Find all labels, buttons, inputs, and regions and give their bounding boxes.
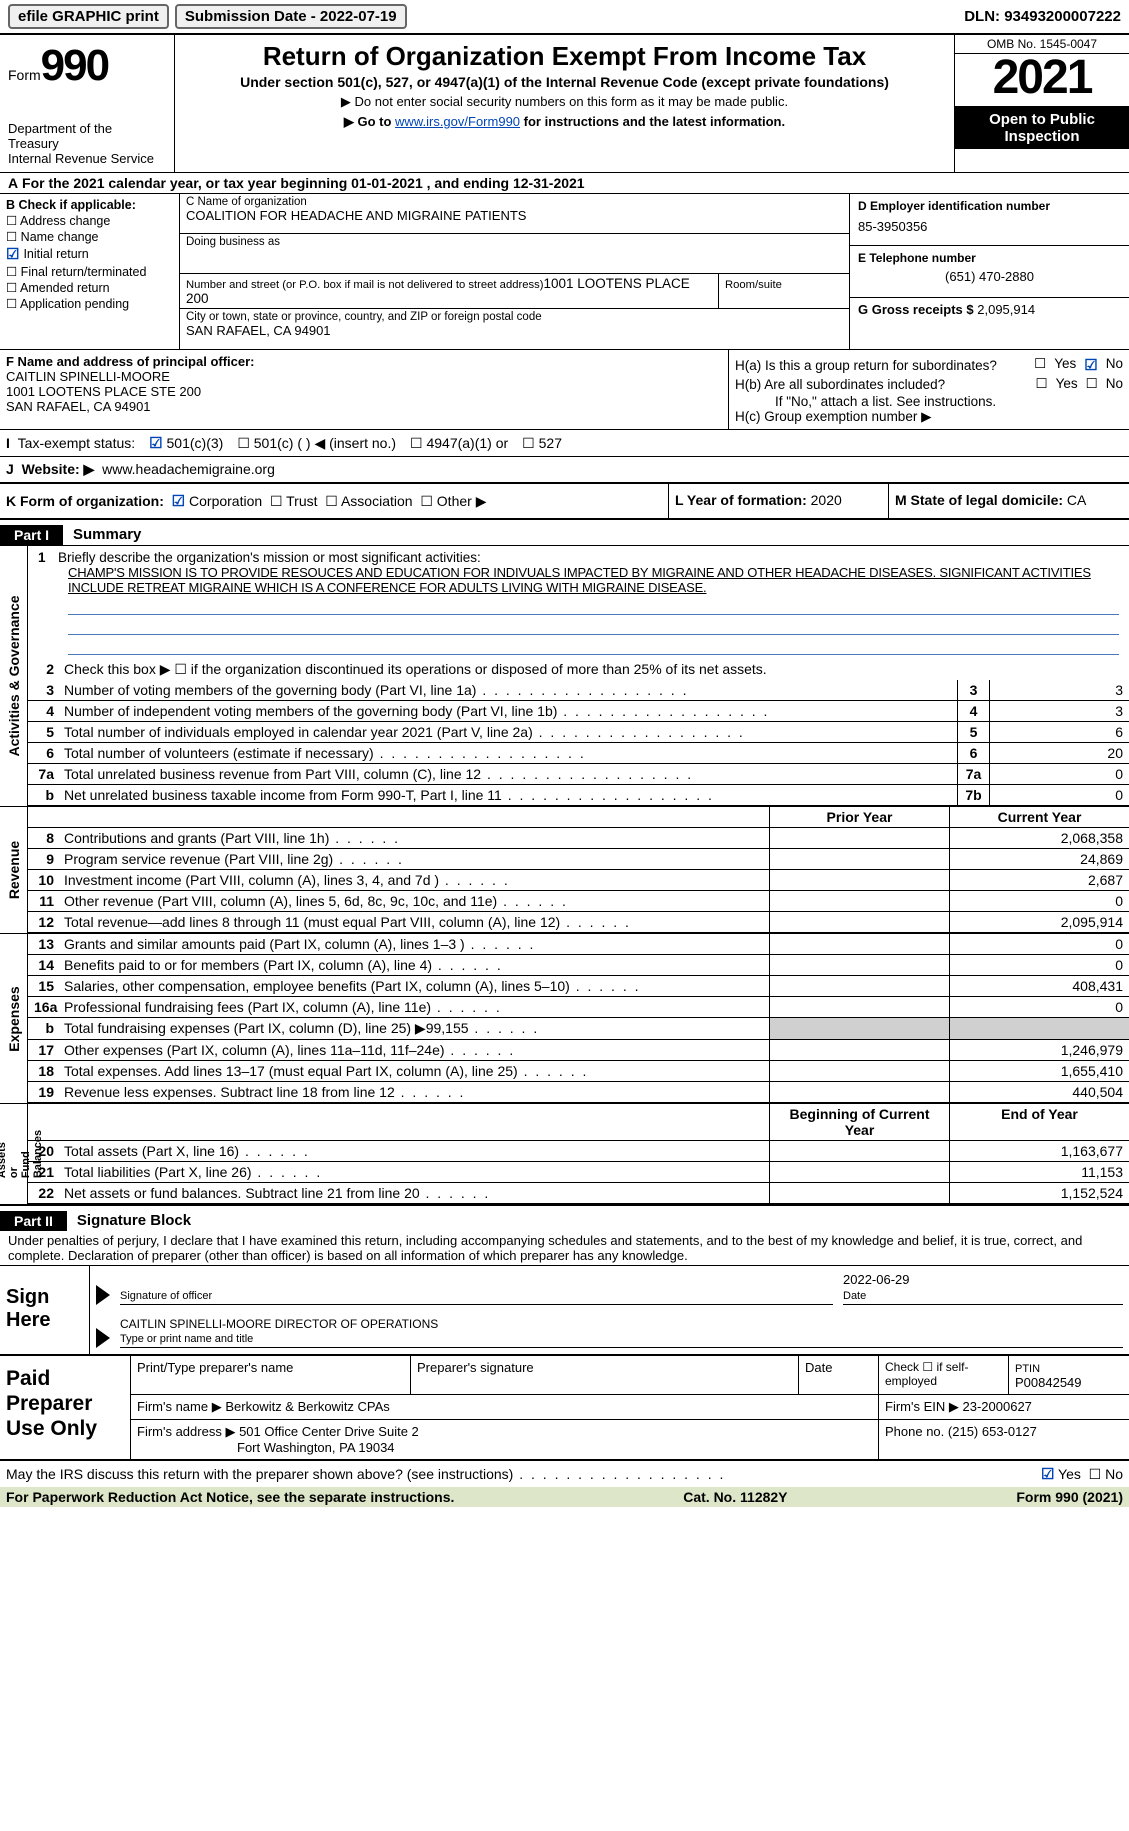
city-state-zip: SAN RAFAEL, CA 94901 xyxy=(186,323,331,338)
tax-year-row: A For the 2021 calendar year, or tax yea… xyxy=(0,173,1129,194)
form-prefix: Form xyxy=(8,67,41,83)
efile-button[interactable]: efile GRAPHIC print xyxy=(8,4,169,29)
section-c: C Name of organizationCOALITION FOR HEAD… xyxy=(180,194,849,349)
klm-row: K Form of organization: ☑ Corporation ☐ … xyxy=(0,484,1129,520)
department: Department of the Treasury Internal Reve… xyxy=(8,121,166,166)
instruction-1: ▶ Do not enter social security numbers o… xyxy=(187,94,942,110)
expenses-section: Expenses 13Grants and similar amounts pa… xyxy=(0,933,1129,1103)
subtitle: Under section 501(c), 527, or 4947(a)(1)… xyxy=(187,74,942,90)
netassets-section: Net Assets or Fund Balances Beginning of… xyxy=(0,1103,1129,1206)
dln: DLN: 93493200007222 xyxy=(964,8,1121,25)
irs-link[interactable]: www.irs.gov/Form990 xyxy=(395,114,520,129)
form-header: Form990 Department of the Treasury Inter… xyxy=(0,33,1129,173)
part1-header: Part I Summary xyxy=(0,524,1129,545)
form-number: 990 xyxy=(41,41,108,90)
submission-date: Submission Date - 2022-07-19 xyxy=(175,4,407,29)
discuss-row: May the IRS discuss this return with the… xyxy=(0,1461,1129,1487)
tax-year: 2021 xyxy=(955,54,1129,107)
ein: 85-3950356 xyxy=(858,219,1121,234)
gross-receipts: 2,095,914 xyxy=(977,302,1035,317)
arrow-icon xyxy=(96,1328,110,1348)
activities-section: Activities & Governance 1Briefly describ… xyxy=(0,545,1129,806)
top-bar: efile GRAPHIC print Submission Date - 20… xyxy=(0,0,1129,33)
preparer-block: Paid Preparer Use Only Print/Type prepar… xyxy=(0,1354,1129,1461)
instruction-2: ▶ Go to www.irs.gov/Form990 for instruct… xyxy=(187,114,942,130)
tax-exempt-row: I Tax-exempt status: ☑ 501(c)(3) ☐ 501(c… xyxy=(0,430,1129,457)
section-bcd: B Check if applicable: ☐ Address change☐… xyxy=(0,194,1129,350)
main-title: Return of Organization Exempt From Incom… xyxy=(187,41,942,72)
org-name: COALITION FOR HEADACHE AND MIGRAINE PATI… xyxy=(186,208,526,223)
officer-name: CAITLIN SPINELLI-MOORE xyxy=(6,369,170,384)
paperwork-footer: For Paperwork Reduction Act Notice, see … xyxy=(0,1487,1129,1507)
open-to-public: Open to Public Inspection xyxy=(955,107,1129,149)
signature-block: Sign Here Signature of officer 2022-06-2… xyxy=(0,1265,1129,1354)
arrow-icon xyxy=(96,1285,110,1305)
penalty-text: Under penalties of perjury, I declare th… xyxy=(0,1231,1129,1265)
section-fh: F Name and address of principal officer:… xyxy=(0,350,1129,430)
section-b: B Check if applicable: ☐ Address change☐… xyxy=(0,194,180,349)
part2-header: Part II Signature Block xyxy=(0,1210,1129,1231)
revenue-section: Revenue Prior YearCurrent Year 8Contribu… xyxy=(0,806,1129,933)
mission-text: CHAMP'S MISSION IS TO PROVIDE RESOUCES A… xyxy=(68,565,1119,595)
phone: (651) 470-2880 xyxy=(858,269,1121,284)
website-url: www.headachemigraine.org xyxy=(102,461,275,477)
section-deg: D Employer identification number85-39503… xyxy=(849,194,1129,349)
website-row: J Website: ▶ www.headachemigraine.org xyxy=(0,457,1129,484)
